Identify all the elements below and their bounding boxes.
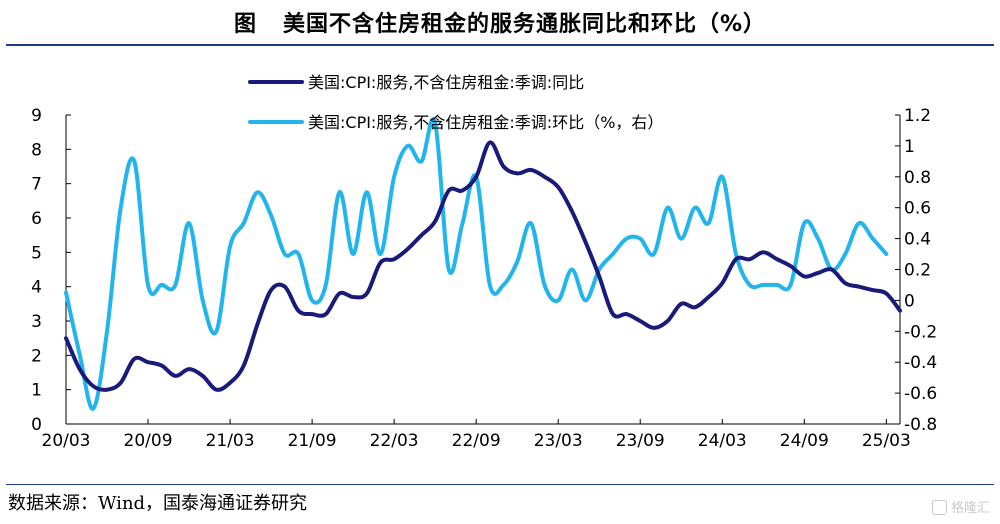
x-tick-label: 20/09 <box>124 431 173 451</box>
x-tick-label: 23/09 <box>616 431 665 451</box>
line-chart: 0 1 2 3 4 5 6 7 8 9 -0.8 -0.6 -0.4 -0.2 0 0.2 0.4 0.6 0.8… <box>31 73 937 451</box>
x-axis-ticks: 20/03 20/09 21/03 21/09 22/03 22/09 23/03 23/09… <box>42 419 911 451</box>
right-tick-label: 0.4 <box>904 230 931 250</box>
right-tick-label: 1 <box>904 137 915 157</box>
x-tick-label: 23/03 <box>534 431 583 451</box>
source-note: 数据来源：Wind，国泰海通证券研究 <box>8 493 308 514</box>
left-tick-label: 8 <box>31 140 42 160</box>
left-axis-ticks: 0 1 2 3 4 5 6 7 8 9 <box>31 106 71 435</box>
right-tick-label: 1.2 <box>904 106 931 126</box>
right-tick-label: 0.2 <box>904 261 931 281</box>
right-axis-ticks: -0.8 -0.6 -0.4 -0.2 0 0.2 0.4 0.6 0.8 1 1.2 <box>895 106 937 435</box>
watermark: 格隆汇 <box>931 497 990 516</box>
x-tick-label: 25/03 <box>862 431 911 451</box>
left-tick-label: 4 <box>31 278 42 298</box>
chart-title: 图 美国不含住房租金的服务通胀同比和环比（%） <box>0 6 1000 38</box>
legend-label-mom: 美国:CPI:服务,不含住房租金:季调:环比（%，右） <box>308 113 663 132</box>
source-divider <box>6 484 994 485</box>
right-tick-label: -0.6 <box>904 384 937 404</box>
right-tick-label: 0.8 <box>904 168 931 188</box>
watermark-logo-icon <box>931 500 947 515</box>
series-line-yoy <box>64 140 902 392</box>
left-tick-label: 7 <box>31 175 42 195</box>
x-tick-label: 21/03 <box>206 431 255 451</box>
right-tick-label: -0.4 <box>904 353 937 373</box>
right-tick-label: -0.8 <box>904 415 937 435</box>
figure-label: 图 <box>233 12 257 37</box>
right-tick-label: -0.2 <box>904 322 937 342</box>
right-tick-label: 0.6 <box>904 199 931 219</box>
figure-title-text: 美国不含住房租金的服务通胀同比和环比（%） <box>282 12 767 37</box>
legend-label-yoy: 美国:CPI:服务,不含住房租金:季调:同比 <box>308 73 584 92</box>
left-tick-label: 6 <box>31 209 42 229</box>
left-tick-label: 9 <box>31 106 42 126</box>
x-tick-label: 20/03 <box>42 431 91 451</box>
left-tick-label: 0 <box>31 415 42 435</box>
series-lines <box>64 117 902 411</box>
watermark-text: 格隆汇 <box>950 501 990 516</box>
right-tick-label: 0 <box>904 291 915 311</box>
left-tick-label: 3 <box>31 312 42 332</box>
left-tick-label: 1 <box>31 381 42 401</box>
left-tick-label: 5 <box>31 243 42 263</box>
x-tick-label: 24/09 <box>780 431 829 451</box>
series-line-mom <box>64 117 889 411</box>
x-tick-label: 22/09 <box>452 431 501 451</box>
x-tick-label: 21/09 <box>288 431 337 451</box>
x-tick-label: 24/03 <box>698 431 747 451</box>
title-divider <box>6 44 994 46</box>
chart-legend: 美国:CPI:服务,不含住房租金:季调:同比美国:CPI:服务,不含住房租金:季… <box>248 73 663 132</box>
left-tick-label: 2 <box>31 346 42 366</box>
x-tick-label: 22/03 <box>370 431 419 451</box>
